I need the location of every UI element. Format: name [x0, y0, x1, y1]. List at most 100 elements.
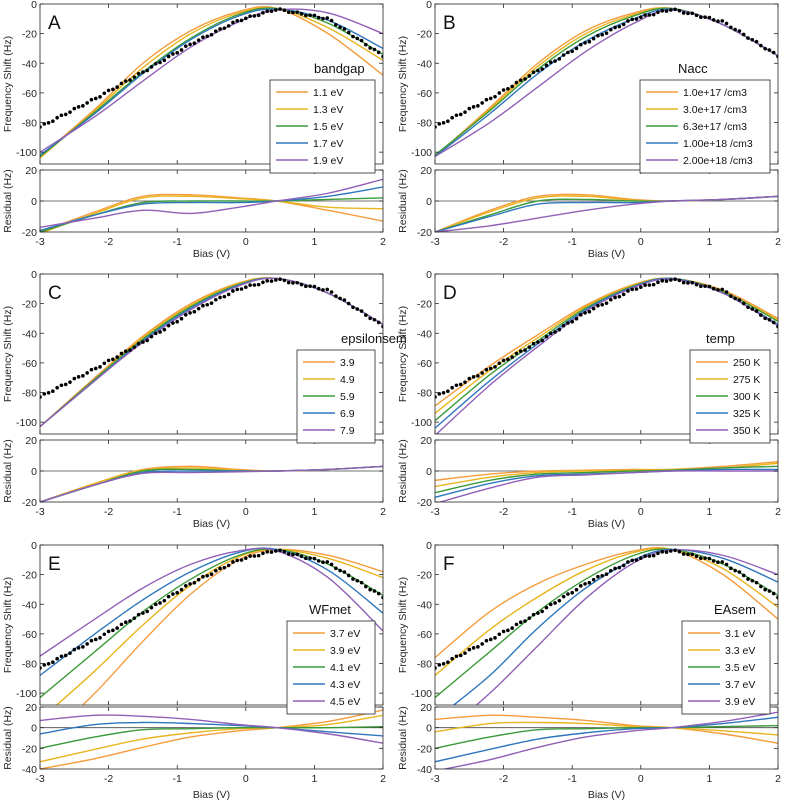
y-tick-label: 0: [426, 723, 432, 735]
data-point: [763, 46, 767, 51]
y-tick-label: -40: [22, 328, 37, 340]
data-point: [282, 278, 287, 283]
data-point: [209, 32, 214, 37]
data-point: [694, 282, 699, 287]
data-point: [153, 331, 158, 336]
data-point: [544, 63, 549, 68]
data-point: [741, 301, 746, 306]
data-point: [690, 11, 695, 16]
data-point: [561, 594, 566, 599]
data-point: [467, 647, 472, 652]
data-point: [600, 573, 605, 578]
data-point: [299, 282, 304, 287]
data-point: [729, 25, 733, 30]
x-tick-label: 0: [243, 506, 249, 518]
x-tick-label: -2: [104, 236, 113, 248]
data-point: [660, 550, 665, 554]
data-point: [128, 78, 132, 82]
data-point: [660, 279, 665, 283]
data-point: [72, 376, 77, 381]
series-line: [452, 548, 778, 705]
data-point: [351, 577, 355, 581]
data-point: [42, 392, 47, 396]
data-point: [669, 549, 673, 553]
legend-label: 3.9: [340, 357, 355, 369]
data-point: [334, 23, 338, 27]
data-point: [733, 568, 737, 573]
data-point: [256, 13, 261, 18]
data-point: [651, 553, 656, 558]
data-point: [321, 16, 325, 21]
panel-letter: B: [443, 13, 456, 34]
data-point: [98, 365, 102, 369]
data-point: [656, 551, 660, 556]
data-point: [51, 119, 55, 123]
data-point: [591, 306, 596, 311]
y-tick-label: -20: [22, 743, 37, 755]
x-tick-label: 0: [243, 236, 249, 248]
legend-label: 6.9: [340, 408, 355, 420]
y-tick-label: -20: [417, 299, 432, 311]
data-point: [699, 556, 703, 560]
legend-label: 3.7 eV: [725, 679, 755, 691]
data-point: [514, 80, 519, 85]
legend-label: 5.9: [340, 391, 355, 403]
data-point: [286, 10, 291, 15]
data-point: [446, 660, 450, 664]
data-point: [141, 611, 145, 615]
y-tick-label: -100: [411, 417, 432, 429]
data-point: [141, 70, 145, 74]
data-point: [244, 16, 248, 21]
panel-letter: D: [443, 283, 457, 304]
data-point: [244, 556, 248, 560]
data-point: [265, 550, 270, 554]
x-axis-label: Bias (V): [588, 518, 625, 530]
data-point: [583, 41, 587, 45]
legend-label: 1.9 eV: [313, 155, 343, 167]
data-point: [608, 568, 613, 573]
data-point: [553, 601, 557, 605]
data-point: [183, 44, 188, 48]
legend-label: 2.00e+18 /cm3: [683, 155, 753, 167]
data-point: [222, 565, 227, 570]
data-point: [578, 42, 583, 47]
data-point: [192, 580, 197, 585]
frequency-shift-plot: 0 -20 -40 -60 -80 -100 Frequency Shift (Hz): [2, 0, 384, 165]
data-point: [145, 609, 149, 614]
data-point: [540, 609, 544, 614]
series-line: [435, 547, 778, 676]
data-point: [115, 626, 119, 630]
data-point: [514, 622, 519, 627]
residual-plot: 20 0 -20 Residual (Hz): [397, 435, 779, 509]
frequency-shift-plot: 0 -20 -40 -60 -80 -100 Frequency Shift (Hz): [2, 540, 384, 706]
y-axis-label: Residual (Hz): [2, 706, 14, 770]
data-point: [566, 321, 570, 325]
data-point: [171, 52, 175, 56]
data-point: [527, 345, 532, 349]
data-point: [244, 285, 248, 289]
data-point: [694, 554, 699, 559]
data-point: [89, 97, 94, 102]
data-point: [141, 340, 145, 344]
data-point: [295, 10, 300, 14]
data-point: [81, 104, 85, 108]
data-point: [222, 294, 227, 299]
data-point: [707, 284, 712, 289]
data-point: [316, 559, 321, 563]
y-tick-label: 0: [426, 466, 432, 478]
data-point: [213, 297, 218, 302]
legend-label: 300 K: [733, 391, 760, 403]
y-tick-label: -20: [417, 227, 432, 239]
data-point: [630, 287, 635, 292]
data-points: [435, 7, 778, 129]
data-point: [729, 566, 733, 571]
data-point: [46, 120, 51, 125]
x-tick-label: -2: [499, 236, 508, 248]
data-point: [673, 277, 677, 282]
series-line: [435, 195, 778, 232]
data-point: [557, 57, 562, 61]
data-point: [295, 280, 300, 285]
x-axis-label: Bias (V): [193, 248, 230, 260]
data-point: [102, 361, 107, 366]
data-point: [441, 661, 446, 666]
